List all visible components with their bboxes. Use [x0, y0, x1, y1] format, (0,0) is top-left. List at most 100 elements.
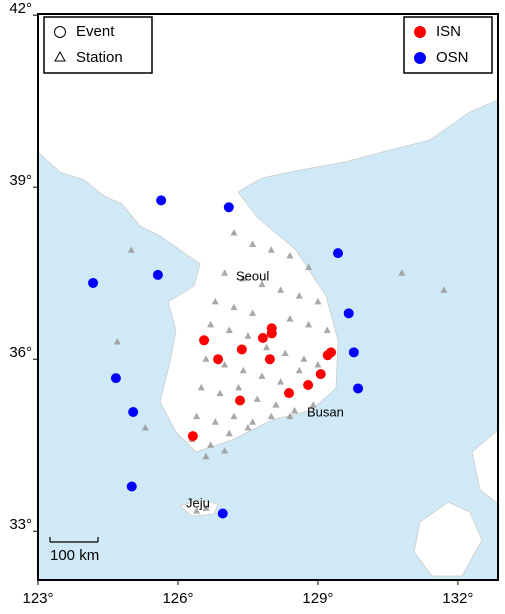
station [230, 303, 238, 311]
station [221, 360, 229, 368]
event [264, 354, 275, 365]
x-tick-label: 129° [302, 590, 333, 607]
legend-box [43, 16, 153, 74]
station [221, 269, 229, 276]
legend-label: Station [76, 49, 123, 66]
station [263, 343, 271, 351]
jeju-island [179, 499, 219, 517]
station [267, 412, 275, 420]
station [291, 406, 299, 414]
station [281, 349, 289, 356]
station [305, 320, 313, 328]
event [223, 202, 234, 213]
legend-marker [414, 52, 426, 64]
station [202, 355, 210, 362]
station [272, 401, 280, 408]
event [152, 269, 163, 280]
event [283, 388, 294, 399]
event [187, 431, 198, 442]
station [211, 297, 219, 305]
station [305, 263, 313, 270]
event [257, 333, 268, 344]
event [343, 308, 354, 319]
event [213, 354, 224, 365]
station [440, 286, 448, 293]
event [217, 508, 228, 519]
station [295, 292, 303, 299]
x-tick-label: 123° [22, 590, 53, 607]
station [314, 360, 322, 368]
station [230, 229, 238, 236]
station [249, 418, 257, 425]
station [277, 378, 285, 385]
event [126, 481, 137, 492]
x-tick-label: 132° [442, 590, 473, 607]
legend-label: Event [76, 23, 115, 40]
station [277, 286, 285, 293]
station [286, 251, 294, 259]
event [325, 347, 336, 358]
x-tick-label: 126° [162, 590, 193, 607]
event [348, 347, 359, 358]
station [253, 395, 261, 402]
station [244, 332, 252, 339]
event [303, 380, 314, 391]
station [207, 320, 215, 328]
station [197, 383, 205, 391]
place-label: Jeju [186, 495, 210, 510]
station [300, 355, 308, 362]
station [323, 326, 331, 334]
station [295, 366, 303, 374]
legend-circle [54, 26, 66, 38]
event [315, 369, 326, 380]
station [249, 240, 257, 248]
network-legend: ISN OSN [403, 16, 493, 74]
legend-marker [414, 26, 426, 38]
station [216, 389, 224, 397]
kyushu [413, 501, 483, 577]
event [332, 248, 343, 259]
station [221, 446, 229, 454]
station [235, 383, 243, 391]
y-tick-label: 36° [9, 344, 32, 361]
place-label: Busan [307, 404, 344, 419]
event [266, 328, 277, 339]
event [199, 335, 210, 346]
station [202, 452, 210, 460]
y-tick-label: 33° [9, 516, 32, 533]
station [211, 418, 219, 425]
station [309, 401, 317, 408]
y-tick-label: 39° [9, 172, 32, 189]
station [314, 297, 322, 305]
symbol-legend: Event Station [43, 16, 153, 74]
event [128, 406, 139, 417]
station [398, 269, 406, 276]
station [225, 326, 233, 334]
station [207, 441, 215, 448]
event [235, 395, 246, 406]
event [236, 344, 247, 355]
station [249, 309, 257, 316]
station [225, 429, 233, 437]
station [239, 274, 247, 282]
station [239, 366, 247, 374]
station [244, 424, 252, 431]
station [193, 412, 201, 420]
station [258, 280, 266, 288]
station [258, 372, 266, 379]
station [193, 507, 201, 514]
frame [37, 13, 499, 581]
station [113, 338, 121, 345]
station [267, 246, 275, 253]
marks [88, 195, 448, 519]
event [110, 373, 121, 384]
scale-label: 100 km [50, 547, 99, 564]
event [353, 383, 364, 394]
mainland [37, 13, 499, 453]
legend-label: OSN [436, 49, 469, 66]
event [88, 277, 99, 288]
station [127, 246, 135, 253]
station [141, 424, 149, 431]
event [156, 195, 167, 206]
